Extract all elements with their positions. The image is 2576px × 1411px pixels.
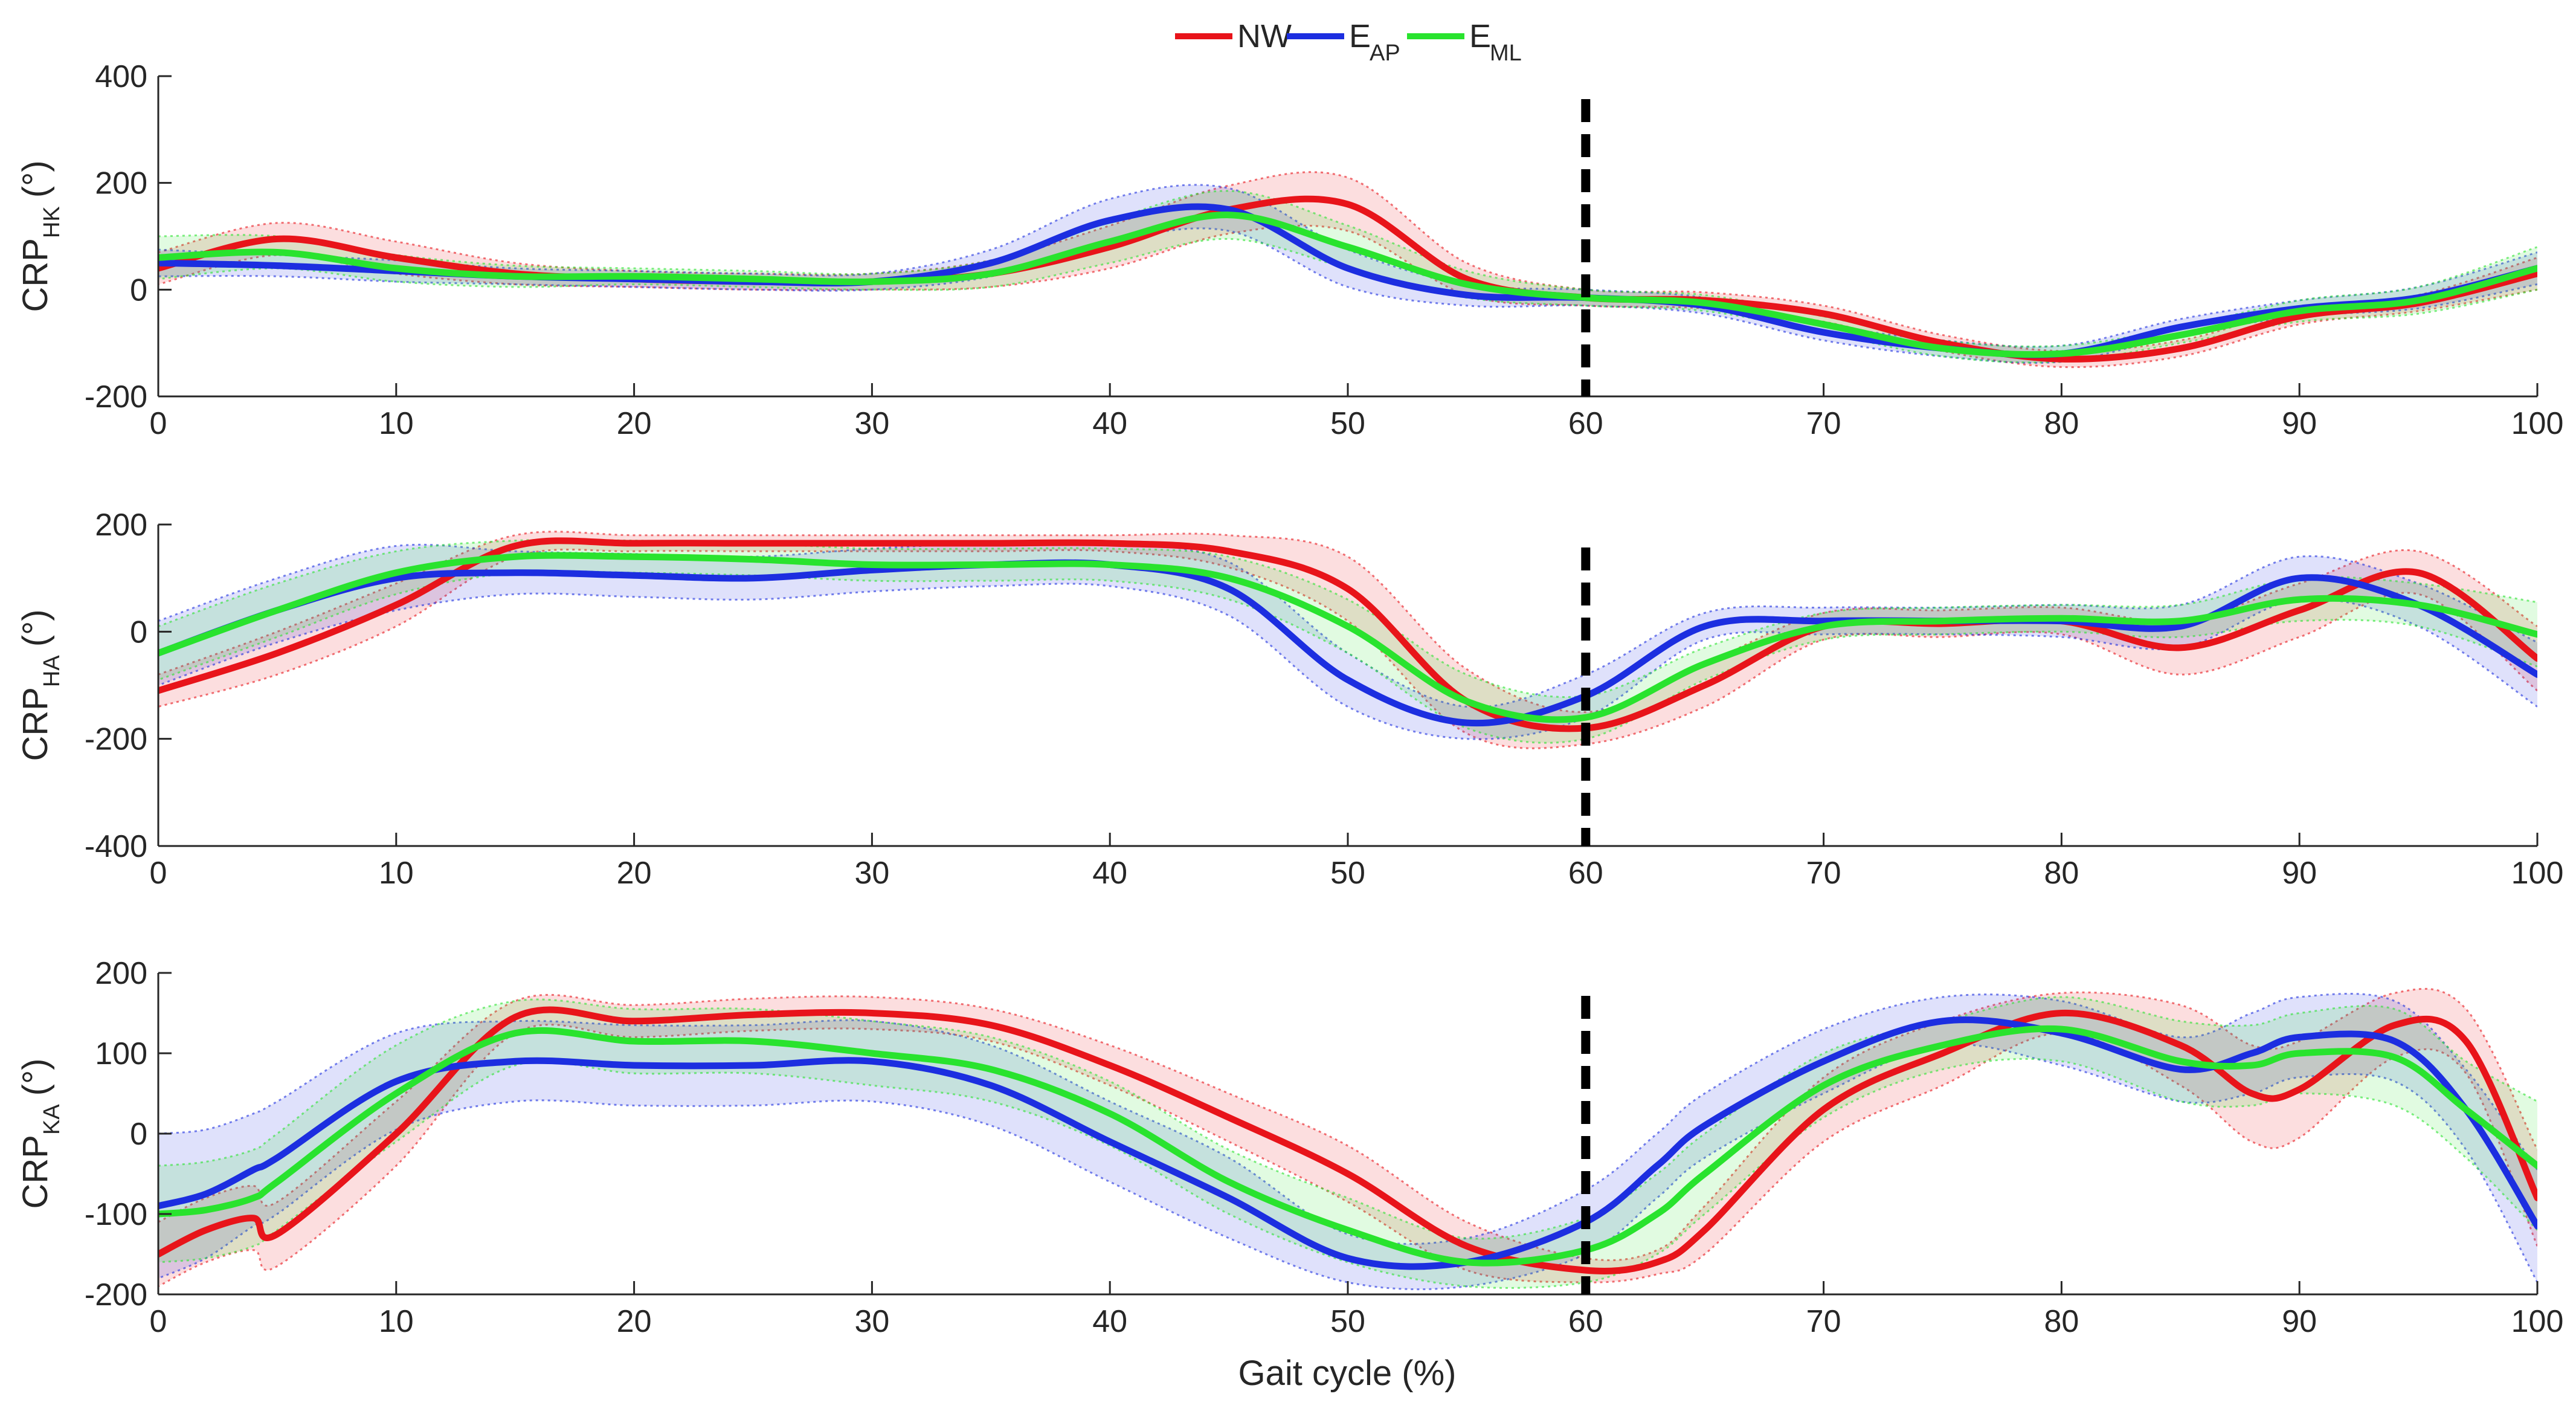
x-tick-label: 80 — [2044, 1304, 2079, 1339]
y-tick-label: -200 — [85, 1277, 147, 1313]
x-tick-label: 50 — [1330, 1304, 1365, 1339]
x-tick-label: 60 — [1568, 856, 1603, 891]
x-tick-label: 30 — [854, 1304, 889, 1339]
y-label-main: CRP — [16, 1135, 55, 1209]
y-tick-label: -100 — [85, 1197, 147, 1232]
series-line-nw — [158, 537, 2537, 732]
y-axis-label: CRPKA (°) — [16, 1059, 65, 1209]
y-label-unit: (°) — [16, 1059, 55, 1096]
x-tick-label: 0 — [150, 406, 167, 441]
band-lower-eml — [158, 1057, 2537, 1289]
x-tick-label: 0 — [150, 1304, 167, 1339]
band-nw — [158, 172, 2537, 367]
band-lower-nw — [158, 224, 2537, 369]
band-eml — [158, 996, 2537, 1288]
series-group — [158, 195, 2537, 363]
y-label-main: CRP — [16, 238, 55, 312]
band-group — [158, 531, 2537, 749]
band-upper-nw — [158, 987, 2537, 1261]
x-tick-label: 80 — [2044, 406, 2079, 441]
x-tick-label: 90 — [2282, 856, 2317, 891]
y-tick-label: 0 — [130, 1117, 147, 1152]
band-eap — [158, 184, 2537, 363]
x-tick-label: 30 — [854, 406, 889, 441]
y-label-sub: KA — [39, 1104, 65, 1135]
x-tick-label: 100 — [2511, 1304, 2564, 1339]
x-tick-label: 40 — [1092, 406, 1127, 441]
series-line-eap — [158, 559, 2537, 727]
x-tick-label: 70 — [1806, 406, 1841, 441]
series-group — [158, 537, 2537, 732]
band-upper-eml — [158, 538, 2537, 698]
x-tick-label: 10 — [379, 406, 414, 441]
legend-sub-eap: AP — [1370, 40, 1400, 66]
x-tick-label: 100 — [2511, 406, 2564, 441]
x-tick-label: 80 — [2044, 856, 2079, 891]
band-upper-eml — [158, 190, 2537, 347]
y-tick-label: 400 — [95, 59, 147, 94]
y-tick-label: -400 — [85, 829, 147, 864]
series-line-nw — [158, 1006, 2537, 1274]
series-line-eml — [158, 552, 2537, 723]
x-tick-label: 30 — [854, 856, 889, 891]
y-tick-label: 100 — [95, 1036, 147, 1071]
y-tick-label: -200 — [85, 722, 147, 757]
y-label-unit: (°) — [16, 609, 55, 647]
x-tick-label: 70 — [1806, 856, 1841, 891]
series-line-eap — [158, 1016, 2537, 1270]
x-axis-label: Gait cycle (%) — [1238, 1354, 1457, 1393]
y-label-unit: (°) — [16, 160, 55, 198]
y-tick-label: 200 — [95, 508, 147, 543]
band-nw — [158, 989, 2537, 1287]
panel-crp-ha: -400 -200 0 200 0 10 20 30 40 50 60 70 80 90 100 CRPHA (… — [16, 508, 2563, 891]
series-group — [158, 1006, 2537, 1274]
x-tick-label: 20 — [617, 406, 652, 441]
series-line-eml — [158, 211, 2537, 358]
y-label-main: CRP — [16, 687, 55, 761]
y-axis-label: CRPHK (°) — [16, 160, 65, 312]
legend-label-eml: E — [1469, 18, 1491, 54]
band-nw — [158, 531, 2537, 749]
y-label-sub: HK — [39, 206, 65, 238]
x-tick-label: 70 — [1806, 1304, 1841, 1339]
y-tick-label: 200 — [95, 956, 147, 991]
legend-sub-eml: ML — [1490, 40, 1522, 66]
x-tick-label: 100 — [2511, 856, 2564, 891]
x-tick-label: 50 — [1330, 406, 1365, 441]
y-axis-label: CRPHA (°) — [16, 609, 65, 761]
band-upper-nw — [158, 171, 2537, 352]
y-tick-label: 0 — [130, 273, 147, 308]
band-lower-eap — [158, 583, 2537, 740]
legend-label-eap: E — [1349, 18, 1371, 54]
x-tick-label: 10 — [379, 856, 414, 891]
band-eml — [158, 540, 2537, 743]
y-tick-label: -200 — [85, 379, 147, 415]
x-tick-label: 90 — [2282, 1304, 2317, 1339]
legend-label-nw: NW — [1237, 18, 1292, 54]
x-tick-label: 20 — [617, 856, 652, 891]
x-tick-label: 90 — [2282, 406, 2317, 441]
y-label-sub: HA — [39, 655, 65, 687]
x-tick-label: 10 — [379, 1304, 414, 1339]
band-lower-nw — [158, 1024, 2537, 1288]
legend: NW EAP EML — [1175, 18, 1522, 66]
panel-crp-ka: -200 -100 0 100 200 0 10 20 30 40 50 60 70 80 90 100 CRP… — [16, 956, 2563, 1339]
x-tick-label: 20 — [617, 1304, 652, 1339]
x-tick-label: 60 — [1568, 406, 1603, 441]
x-tick-label: 40 — [1092, 1304, 1127, 1339]
x-tick-label: 50 — [1330, 856, 1365, 891]
y-tick-label: 200 — [95, 166, 147, 201]
band-eap — [158, 541, 2537, 740]
x-tick-label: 40 — [1092, 856, 1127, 891]
y-tick-label: 0 — [130, 615, 147, 650]
x-tick-label: 0 — [150, 856, 167, 891]
series-line-eml — [158, 1025, 2537, 1267]
x-tick-label: 60 — [1568, 1304, 1603, 1339]
